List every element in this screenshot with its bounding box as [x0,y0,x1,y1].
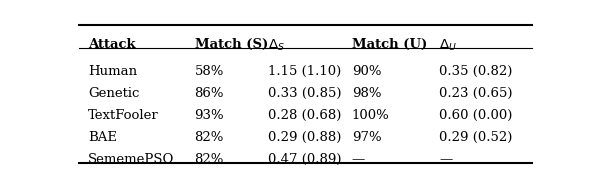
Text: $\Delta_S$: $\Delta_S$ [268,38,285,53]
Text: Human: Human [88,65,138,78]
Text: 97%: 97% [352,131,381,144]
Text: 82%: 82% [194,131,224,144]
Text: 0.47 (0.89): 0.47 (0.89) [268,153,342,166]
Text: 90%: 90% [352,65,381,78]
Text: 1.15 (1.10): 1.15 (1.10) [268,65,342,78]
Text: Genetic: Genetic [88,87,139,100]
Text: 0.29 (0.52): 0.29 (0.52) [439,131,513,144]
Text: BAE: BAE [88,131,117,144]
Text: 0.29 (0.88): 0.29 (0.88) [268,131,342,144]
Text: —: — [439,153,452,166]
Text: Match (U): Match (U) [352,38,427,51]
Text: 82%: 82% [194,153,224,166]
Text: 100%: 100% [352,109,389,122]
Text: 0.23 (0.65): 0.23 (0.65) [439,87,513,100]
Text: Match (S): Match (S) [194,38,268,51]
Text: 86%: 86% [194,87,224,100]
Text: 98%: 98% [352,87,381,100]
Text: —: — [352,153,365,166]
Text: SememePSO: SememePSO [88,153,175,166]
Text: Attack: Attack [88,38,136,51]
Text: 0.60 (0.00): 0.60 (0.00) [439,109,513,122]
Text: $\Delta_U$: $\Delta_U$ [439,38,457,53]
Text: TextFooler: TextFooler [88,109,159,122]
Text: 93%: 93% [194,109,224,122]
Text: 0.35 (0.82): 0.35 (0.82) [439,65,513,78]
Text: 58%: 58% [194,65,224,78]
Text: 0.28 (0.68): 0.28 (0.68) [268,109,342,122]
Text: 0.33 (0.85): 0.33 (0.85) [268,87,342,100]
